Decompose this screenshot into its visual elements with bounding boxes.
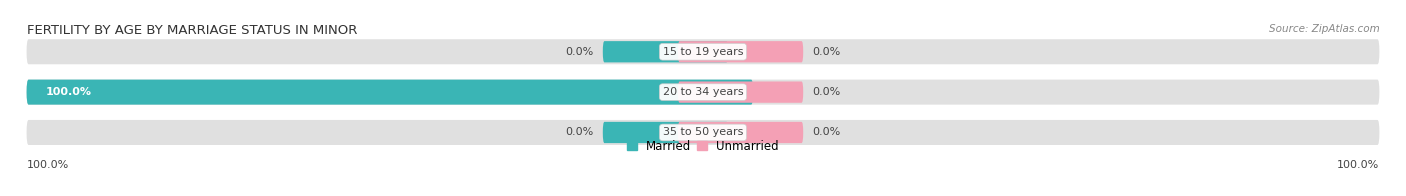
FancyBboxPatch shape — [678, 122, 803, 143]
FancyBboxPatch shape — [603, 122, 728, 143]
Legend: Married, Unmarried: Married, Unmarried — [623, 135, 783, 158]
FancyBboxPatch shape — [27, 39, 1379, 64]
FancyBboxPatch shape — [603, 41, 728, 62]
FancyBboxPatch shape — [27, 80, 1379, 105]
Text: 0.0%: 0.0% — [565, 47, 593, 57]
FancyBboxPatch shape — [678, 41, 803, 62]
Text: 15 to 19 years: 15 to 19 years — [662, 47, 744, 57]
FancyBboxPatch shape — [27, 120, 1379, 145]
Text: FERTILITY BY AGE BY MARRIAGE STATUS IN MINOR: FERTILITY BY AGE BY MARRIAGE STATUS IN M… — [27, 24, 357, 37]
Text: 0.0%: 0.0% — [813, 47, 841, 57]
Text: 0.0%: 0.0% — [565, 127, 593, 137]
Text: Source: ZipAtlas.com: Source: ZipAtlas.com — [1268, 24, 1379, 34]
Text: 20 to 34 years: 20 to 34 years — [662, 87, 744, 97]
Text: 35 to 50 years: 35 to 50 years — [662, 127, 744, 137]
Text: 100.0%: 100.0% — [1337, 160, 1379, 170]
FancyBboxPatch shape — [678, 82, 803, 103]
Text: 0.0%: 0.0% — [813, 87, 841, 97]
Text: 0.0%: 0.0% — [813, 127, 841, 137]
Text: 100.0%: 100.0% — [27, 160, 69, 170]
FancyBboxPatch shape — [27, 80, 754, 105]
Text: 100.0%: 100.0% — [45, 87, 91, 97]
